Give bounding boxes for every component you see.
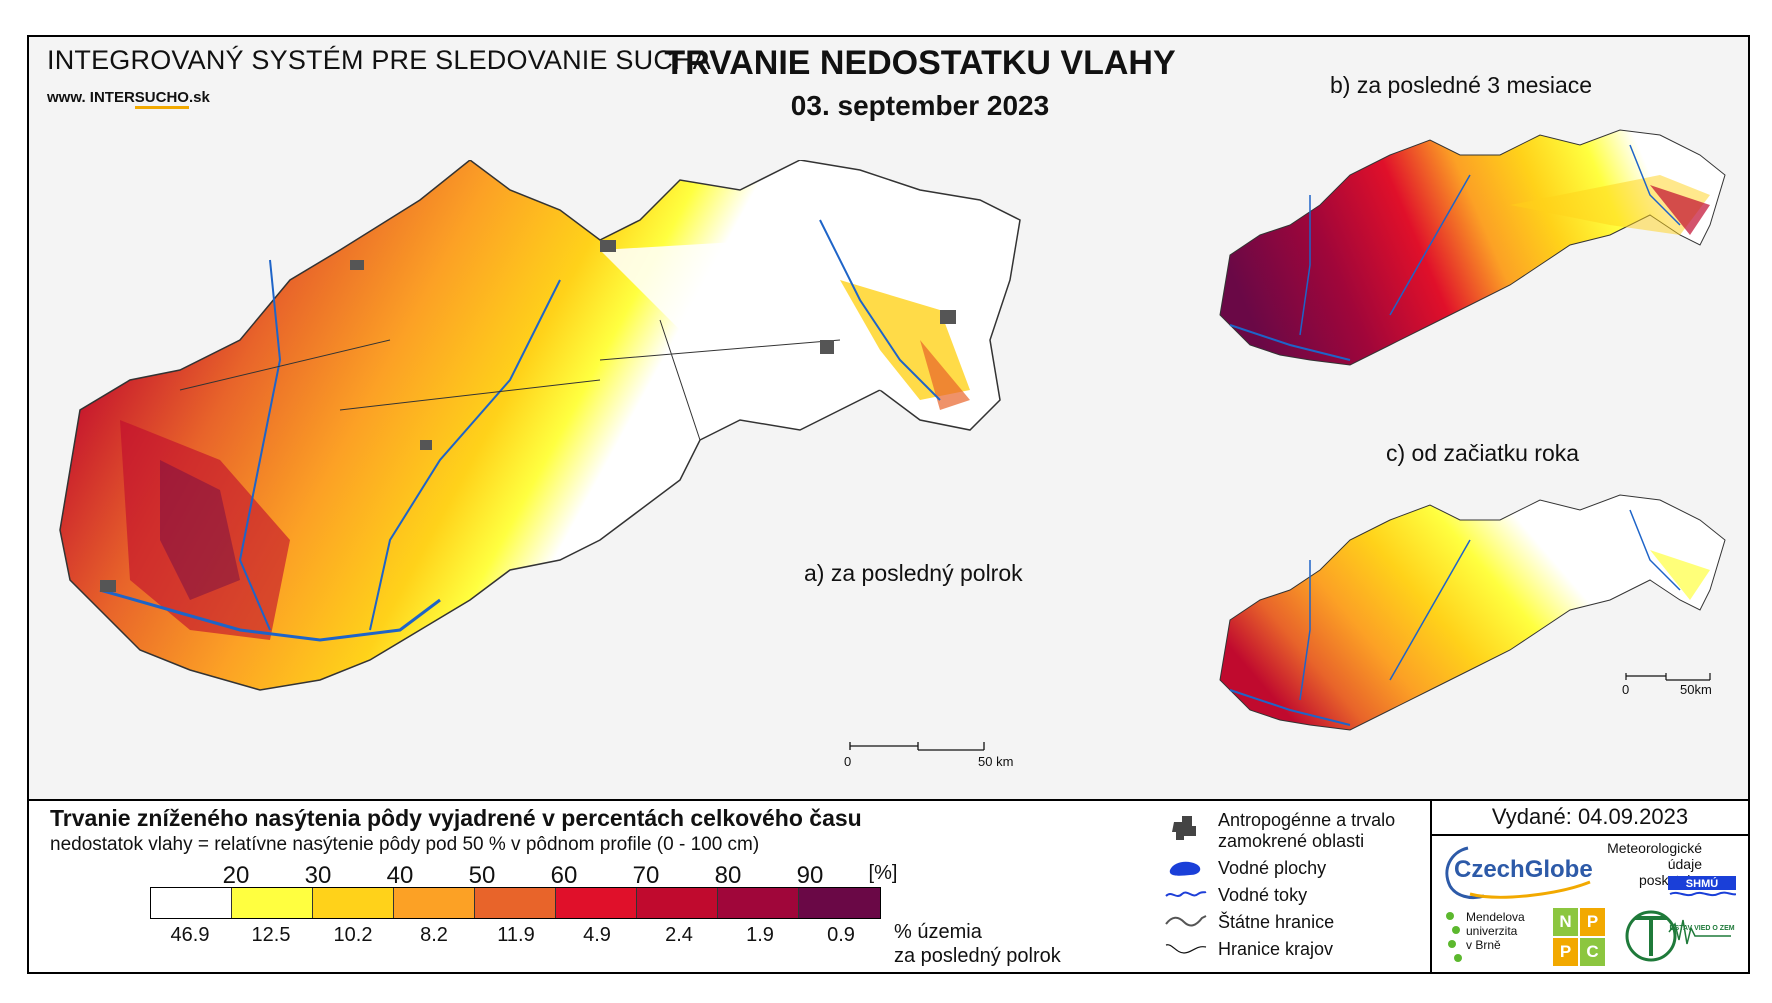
legend-tick: 40 [386,862,414,889]
uvz-logo: ÚSTAV VIED O ZEMI [1625,910,1735,962]
anthropogenic-area-icon [1172,816,1196,840]
legend-share-unit: % územia za posledný polrok [894,920,1061,968]
legend-share: 8.2 [420,924,448,946]
credits-divider [1430,799,1432,974]
nppc-cell: P [1580,908,1605,936]
map-a-scale-end: 50 km [978,754,1014,769]
colorbar-class-4 [475,888,556,918]
legend-unit: [%] [868,862,898,884]
slovakia-outline-c [1219,494,1726,731]
map-a-half-year [59,160,1021,691]
mendel-line1: Mendelova [1466,910,1525,924]
legend-tick: 90 [796,862,824,889]
meteo-line2: údaje [1667,856,1702,872]
legend-share: 46.9 [170,924,210,946]
map-c-scale-bar [1625,673,1711,681]
map-c-since-year-start [1219,494,1726,731]
mendel-line2: univerzita [1466,924,1518,938]
legend-panel [27,799,1750,974]
map-date: 03. september 2023 [790,90,1050,121]
colorbar-class-5 [556,888,637,918]
legend-region-border: Hranice krajov [1218,939,1334,959]
legend-share: 1.9 [746,924,774,946]
legend-share: 11.9 [497,924,535,946]
nppc-cell: N [1553,908,1578,936]
colorbar-class-3 [394,888,475,918]
map-c-label: c) od začiatku roka [1386,440,1580,466]
legend-share: 0.9 [827,924,855,946]
legend-tick: 50 [468,862,496,889]
legend-colorbar [150,887,881,919]
colorbar-class-1 [232,888,313,918]
shmu-logo: SHMÚ [1668,876,1736,897]
page-title: TRVANIE NEDOSTATKU VLAHY [664,44,1176,82]
river-east-a [819,219,941,401]
colorbar-class-7 [718,888,799,918]
colorbar-class-0 [151,888,232,918]
legend-water-bodies: Vodné plochy [1218,858,1327,878]
legend-tick: 70 [632,862,660,889]
river-icon [1165,891,1207,897]
anthropogenic-line1: Antropogénne a trvalo [1218,810,1396,830]
credits-header-divider [1430,834,1750,836]
map-c-scale-start: 0 [1622,682,1630,697]
system-name: INTEGROVANÝ SYSTÉM PRE SLEDOVANIE SUCHA [47,45,711,75]
share-unit-line2: za posledný polrok [894,945,1061,967]
url-prefix: www. INTER [47,89,135,106]
map-a-label: a) za posledný polrok [804,560,1023,586]
nppc-cell: P [1553,938,1578,966]
legend-anthropogenic: Antropogénne a trvalo zamokrené oblasti [1218,810,1395,852]
anthropogenic-line2: zamokrené oblasti [1218,831,1365,851]
colorbar-class-6 [637,888,718,918]
uvz-text: ÚSTAV VIED O ZEMI [1669,923,1735,932]
czechglobe-swoosh-icon [1445,846,1591,900]
czechglobe-text: CzechGlobe [1454,856,1593,883]
legend-tick: 30 [304,862,332,889]
colorbar-class-8 [799,888,880,918]
mendel-logo: Mendelova univerzita v Brně [1446,910,1525,962]
legend-tick: 80 [714,862,742,889]
legend-share: 12.5 [251,924,291,946]
map-b-three-months [1219,129,1726,366]
mendel-line3: v Brně [1466,938,1501,952]
river-vah-a [238,259,282,631]
map-a-scale-bar [849,742,985,751]
legend-subtitle: nedostatok vlahy = relatívne nasýtenie p… [50,834,760,855]
issued-date: Vydané: 04.09.2023 [1491,804,1689,829]
legend-rivers: Vodné toky [1218,885,1308,905]
legend-share: 10.2 [333,924,373,946]
share-unit-line1: % územia [894,921,982,943]
river-hron-a [369,279,561,631]
river-danube-a [99,588,441,642]
nppc-cell: C [1580,938,1605,966]
slovakia-outline-b [1219,129,1726,366]
map-b-label: b) za posledné 3 mesiace [1330,72,1593,98]
legend-share: 2.4 [665,924,693,946]
legend-state-border: Štátne hranice [1218,912,1335,932]
map-c-scale-end: 50km [1680,682,1712,697]
website-url[interactable]: www. INTERSUCHO.sk [47,89,210,109]
water-body-icon [1169,861,1201,876]
legend-title: Trvanie zníženého nasýtenia pôdy vyjadre… [50,805,862,831]
nppc-logo: N P P C [1553,908,1605,966]
region-border-icon [1165,944,1207,954]
state-border-icon [1165,915,1207,927]
mendel-dots-icon [1446,912,1462,962]
url-brand: SUCHO [134,89,189,109]
shmu-text: SHMÚ [1686,877,1718,890]
url-suffix: .sk [188,89,210,106]
colorbar-class-2 [313,888,394,918]
legend-tick: 20 [222,862,250,889]
legend-tick: 60 [550,862,578,889]
meteo-line1: Meteorologické [1607,840,1702,856]
map-a-scale-start: 0 [844,754,852,769]
legend-share: 4.9 [583,924,611,946]
